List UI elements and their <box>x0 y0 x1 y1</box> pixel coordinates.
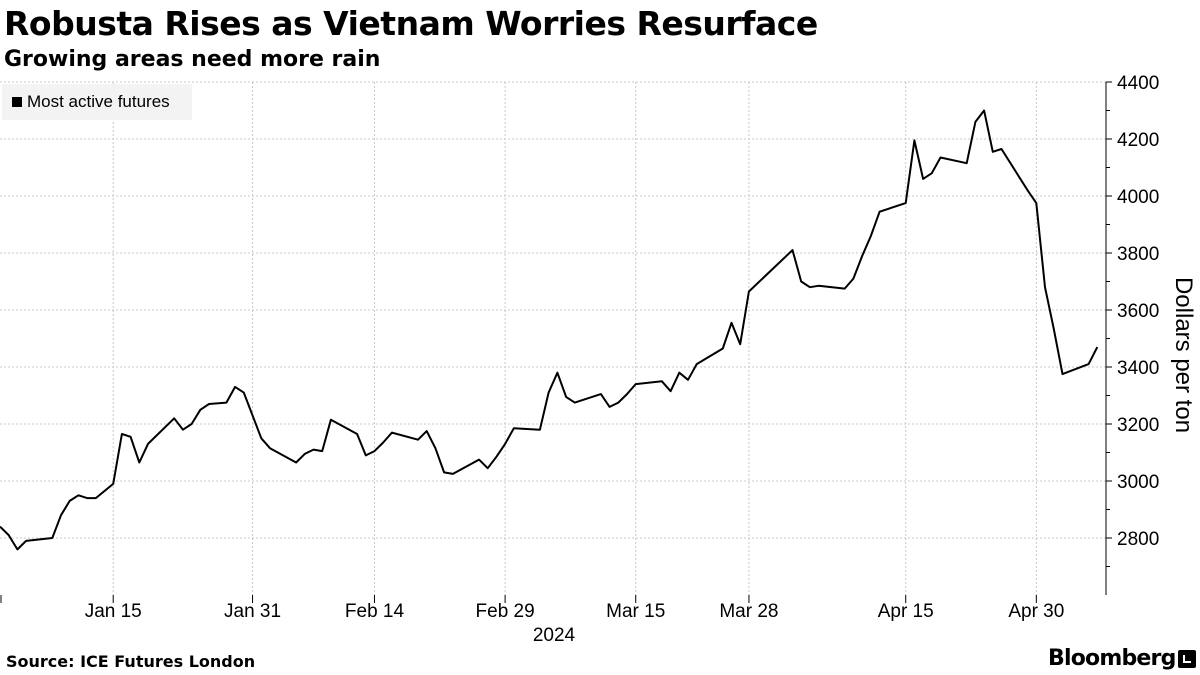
x-tick-label: Mar 15 <box>606 601 665 622</box>
y-tick-label: 4400 <box>1117 73 1159 94</box>
y-tick-label: 3600 <box>1117 301 1159 322</box>
y-tick-label: 2800 <box>1117 529 1159 550</box>
bloomberg-logo: Bloomberg <box>1048 646 1176 671</box>
legend-swatch <box>12 97 22 107</box>
x-tick-label: Feb 14 <box>345 601 405 622</box>
x-axis-year-label: 2024 <box>533 625 576 646</box>
chart-subtitle: Growing areas need more rain <box>4 47 381 72</box>
series-line-most-active-futures <box>0 109 1099 551</box>
x-tick-label: Mar 28 <box>719 601 778 622</box>
x-tick-label: Feb 29 <box>476 601 535 622</box>
y-tick-label: 3000 <box>1117 472 1159 493</box>
y-tick-label: 3200 <box>1117 415 1159 436</box>
x-tick-label: Jan 31 <box>224 601 281 622</box>
x-tick-label: Apr 15 <box>878 601 934 622</box>
legend <box>2 84 192 120</box>
series-layer <box>0 109 1099 551</box>
y-tick-label: 3800 <box>1117 244 1159 265</box>
source-note: Source: ICE Futures London <box>6 652 256 671</box>
legend-label: Most active futures <box>27 92 170 111</box>
grid-lines <box>0 81 1106 595</box>
y-axis: 2800 3000 3200 3400 3600 3800 4000 4200 4400 <box>1105 73 1159 595</box>
y-tick-label: 4200 <box>1117 130 1159 151</box>
x-tick-label: Apr 30 <box>1008 601 1064 622</box>
chart-title: Robusta Rises as Vietnam Worries Resurfa… <box>4 4 818 43</box>
x-axis: Jan 15 Jan 31 Feb 14 Feb 29 Mar 15 Mar 28 Apr … <box>0 595 1064 622</box>
y-tick-label: 4000 <box>1117 187 1159 208</box>
bloomberg-terminal-icon <box>1178 650 1196 668</box>
y-axis-label: Dollars per ton <box>1170 277 1197 433</box>
y-tick-label: 3400 <box>1117 358 1159 379</box>
x-tick-label: Jan 15 <box>85 601 142 622</box>
